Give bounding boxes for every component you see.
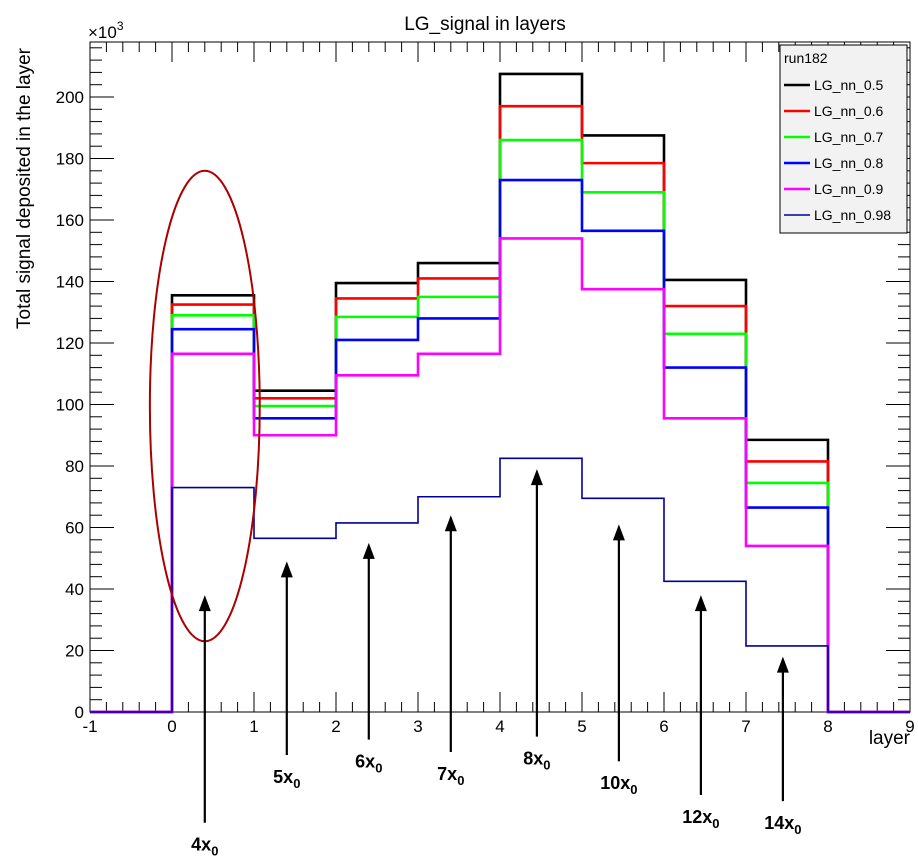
arrow-label: 6x0 [355, 752, 382, 776]
x-axis-label: layer [869, 728, 911, 749]
arrow-head [280, 561, 293, 578]
svg-text:×103: ×103 [88, 19, 124, 42]
y-tick-label: 0 [75, 703, 84, 722]
y-tick-label: 200 [56, 88, 84, 107]
y-tick-label: 120 [56, 334, 84, 353]
legend-entry: LG_nn_0.9 [814, 181, 883, 197]
y-axis-label: Total signal deposited in the layer [14, 47, 35, 329]
y-tick-label: 40 [65, 580, 84, 599]
arrow-label: 4x0 [191, 835, 218, 859]
arrow-label: 7x0 [437, 764, 464, 788]
y-tick-label: 140 [56, 273, 84, 292]
arrow-head [776, 656, 789, 673]
series-line-lg-nn-0-98 [90, 457, 910, 713]
arrow-label: 5x0 [273, 767, 300, 791]
x-tick-label: 7 [741, 717, 750, 736]
arrow-label: 10x0 [600, 773, 637, 797]
legend-box [779, 44, 908, 234]
legend-entry: LG_nn_0.98 [814, 207, 891, 223]
highlight-ellipse [148, 169, 261, 643]
series-line-lg-nn-0-9 [90, 237, 910, 714]
y-tick-label: 80 [65, 457, 84, 476]
arrow-head [530, 469, 543, 486]
legend-entry: LG_nn_0.6 [814, 103, 883, 119]
series-layer [90, 72, 910, 714]
legend-entry: LG_nn_0.7 [814, 129, 883, 145]
arrow-head [694, 595, 707, 612]
x-tick-label: 9 [905, 717, 914, 736]
y-tick-label: 60 [65, 519, 84, 538]
x-tick-label: 2 [331, 717, 340, 736]
x-tick-label: 3 [413, 717, 422, 736]
y-tick-label: 160 [56, 211, 84, 230]
arrow-head [198, 595, 211, 612]
arrow-label: 12x0 [682, 807, 719, 831]
arrow-label: 14x0 [764, 813, 801, 837]
arrow-head [444, 515, 457, 532]
x-tick-label: -1 [82, 717, 97, 736]
y-tick-label: 180 [56, 150, 84, 169]
x-tick-label: 1 [249, 717, 258, 736]
x-tick-label: 8 [823, 717, 832, 736]
y-multiplier: ×103 [88, 19, 124, 42]
x-tick-label: 5 [577, 717, 586, 736]
annotation-layer: 4x0 5x0 6x0 7x0 8x0 10x0 12x0 14x0 [148, 169, 802, 859]
legend-entry: LG_nn_0.5 [814, 77, 883, 93]
y-tick-label: 20 [65, 642, 84, 661]
arrow-label: 8x0 [523, 749, 550, 773]
x-tick-label: 4 [495, 717, 504, 736]
x-tick-label: 0 [167, 717, 176, 736]
arrow-head [612, 524, 625, 541]
arrow-head [362, 542, 375, 559]
legend-entry: LG_nn_0.8 [814, 155, 883, 171]
x-tick-label: 6 [659, 717, 668, 736]
legend: run182 LG_nn_0.5 LG_nn_0.6 LG_nn_0.7 LG_nn_0… [779, 44, 908, 234]
legend-title: run182 [784, 50, 828, 66]
chart-title: LG_signal in layers [404, 14, 566, 35]
y-tick-label: 100 [56, 396, 84, 415]
